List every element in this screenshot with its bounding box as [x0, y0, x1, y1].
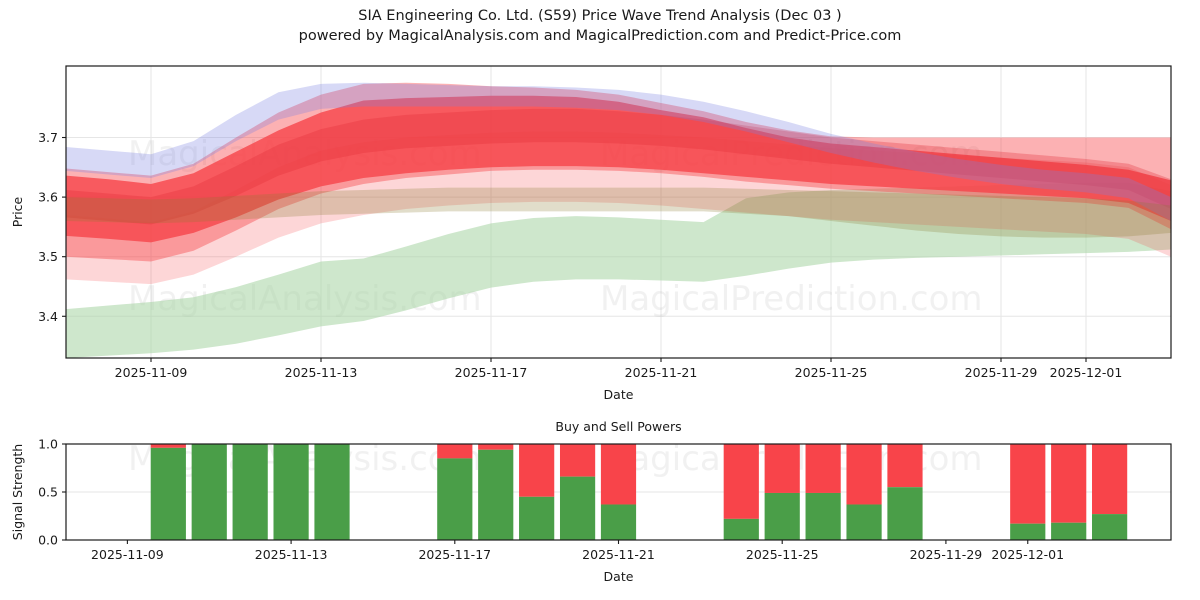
page-title: SIA Engineering Co. Ltd. (S59) Price Wav…	[0, 6, 1200, 46]
bar-sell-25[interactable]	[1092, 444, 1128, 515]
price-plot-frame	[65, 65, 1172, 359]
bar-buy-25[interactable]	[1092, 514, 1128, 540]
bar-sell-24[interactable]	[1051, 444, 1087, 523]
bars-y-axis-title: Signal Strength	[10, 444, 25, 540]
bar-buy-10[interactable]	[478, 449, 514, 540]
price-ytick-label-1: 3.5	[38, 249, 58, 264]
bar-sell-13[interactable]	[600, 444, 637, 505]
bar-sell-23[interactable]	[1010, 444, 1046, 524]
bars-xtick-label-2: 2025-11-17	[418, 547, 491, 562]
price-y-axis-title: Price	[10, 196, 25, 227]
price-band-red-band-dark-core	[66, 108, 1171, 225]
bars-xtick-label-5: 2025-11-29	[910, 547, 983, 562]
bars-xtick-label-1: 2025-11-13	[255, 547, 328, 562]
price-band-red-band-pale	[66, 131, 1171, 285]
bars-ytick-label-2: 1.0	[38, 437, 58, 452]
price-band-green-support-band	[66, 182, 1171, 358]
bar-buy-2[interactable]	[150, 447, 186, 540]
bar-sell-12[interactable]	[559, 444, 596, 477]
bar-sell-10[interactable]	[478, 444, 514, 450]
bar-buy-18[interactable]	[805, 492, 841, 540]
bar-buy-20[interactable]	[887, 487, 923, 540]
bars-ytick-label-1: 0.5	[38, 485, 58, 500]
price-xtick-label-4: 2025-11-25	[795, 365, 868, 380]
bar-sell-2[interactable]	[150, 444, 186, 448]
bars-xtick-label-4: 2025-11-25	[746, 547, 819, 562]
bar-sell-18[interactable]	[805, 444, 841, 493]
price-ytick-label-0: 3.4	[38, 309, 58, 324]
bars-title: Buy and Sell Powers	[555, 419, 681, 434]
bar-sell-17[interactable]	[764, 444, 800, 493]
title-line-1: SIA Engineering Co. Ltd. (S59) Price Wav…	[358, 8, 842, 24]
price-ytick-label-3: 3.7	[38, 130, 58, 145]
bar-sell-19[interactable]	[846, 444, 882, 505]
bar-buy-24[interactable]	[1051, 522, 1087, 540]
bar-buy-4[interactable]	[232, 444, 268, 540]
price-xtick-label-2: 2025-11-17	[455, 365, 528, 380]
bar-sell-9[interactable]	[437, 444, 473, 459]
price-xtick-label-0: 2025-11-09	[115, 365, 188, 380]
bar-buy-19[interactable]	[846, 504, 882, 540]
price-band-olive-overlap-band	[66, 187, 1171, 238]
price-xtick-label-6: 2025-12-01	[1050, 365, 1123, 380]
bars-x-axis-title: Date	[604, 569, 634, 584]
bar-buy-3[interactable]	[191, 444, 227, 540]
bars-xtick-label-0: 2025-11-09	[91, 547, 164, 562]
price-xtick-label-1: 2025-11-13	[285, 365, 358, 380]
price-x-axis-title: Date	[604, 387, 634, 402]
bar-group	[150, 444, 1128, 540]
price-xtick-label-5: 2025-11-29	[965, 365, 1038, 380]
bars-xtick-label-3: 2025-11-21	[582, 547, 655, 562]
price-band-red-band-secondary	[66, 82, 1171, 262]
bars-xtick-label-6: 2025-12-01	[991, 547, 1064, 562]
price-band-red-resistance-band-main	[66, 95, 1171, 243]
bar-sell-16[interactable]	[723, 444, 759, 519]
price-ytick-label-2: 3.6	[38, 190, 58, 205]
bar-buy-13[interactable]	[600, 504, 637, 540]
bar-buy-23[interactable]	[1010, 523, 1046, 540]
bar-buy-6[interactable]	[314, 444, 350, 540]
price-band-group	[66, 82, 1171, 358]
bar-buy-5[interactable]	[273, 444, 309, 540]
bar-buy-17[interactable]	[764, 492, 800, 540]
bar-buy-9[interactable]	[437, 458, 473, 540]
title-line-2: powered by MagicalAnalysis.com and Magic…	[298, 28, 902, 44]
bar-buy-16[interactable]	[723, 518, 759, 540]
bar-sell-20[interactable]	[887, 444, 923, 488]
bar-buy-11[interactable]	[519, 496, 555, 540]
bars-ytick-label-0: 0.0	[38, 533, 58, 548]
price-xtick-label-3: 2025-11-21	[625, 365, 698, 380]
bar-sell-11[interactable]	[519, 444, 555, 497]
bar-buy-12[interactable]	[559, 476, 596, 540]
watermark-text: MagicalPrediction.com	[600, 279, 983, 319]
